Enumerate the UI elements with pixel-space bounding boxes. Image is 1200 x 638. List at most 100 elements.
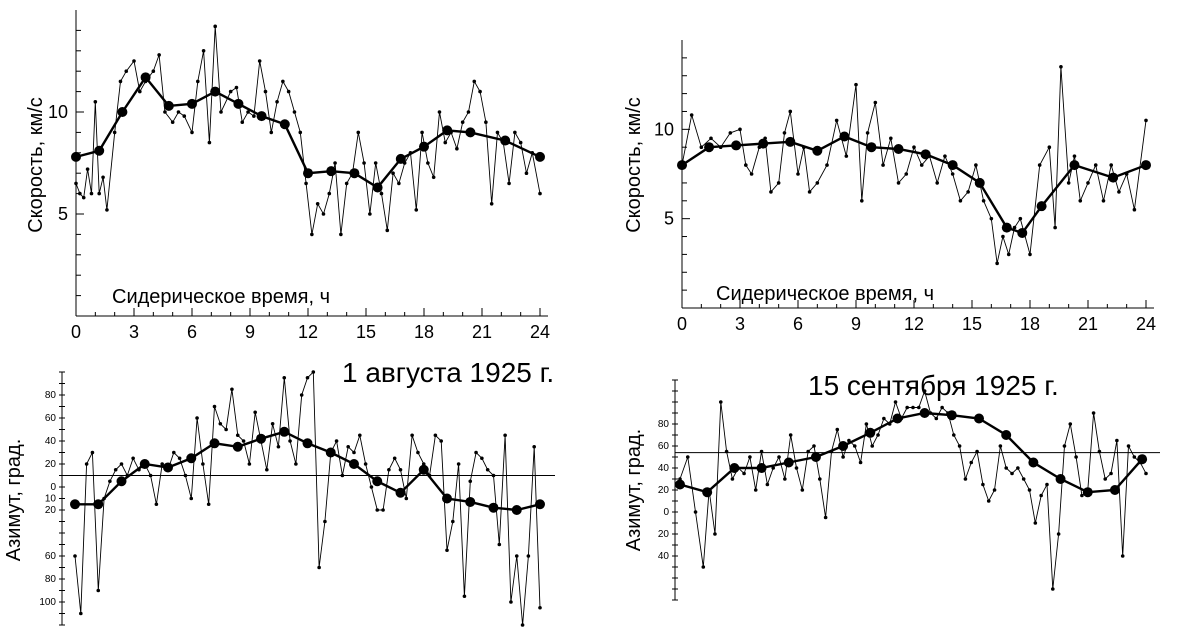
raw-point [416, 450, 420, 455]
raw-point [865, 131, 870, 135]
raw-point [201, 462, 205, 466]
raw-point [728, 131, 733, 135]
x-axis-label: Сидерическое время, ч [112, 286, 330, 308]
raw-point [275, 100, 279, 104]
mean-point [783, 457, 794, 468]
y-tick-label: 10 [48, 102, 68, 122]
raw-point [462, 594, 467, 599]
raw-point [151, 69, 156, 73]
raw-point [896, 181, 901, 185]
raw-point [904, 172, 909, 176]
mean-point [919, 408, 930, 418]
raw-point [514, 554, 519, 558]
raw-point [113, 467, 118, 472]
mean-point [838, 441, 849, 451]
raw-point [1120, 554, 1125, 558]
y-tick-label: 20 [45, 505, 57, 516]
raw-point [1109, 471, 1113, 476]
y-tick-label: 60 [45, 551, 57, 562]
mean-point [974, 413, 985, 424]
mean-point [71, 151, 81, 162]
raw-point [788, 433, 793, 437]
raw-point [788, 109, 793, 114]
raw-point [305, 375, 310, 380]
raw-point [730, 477, 735, 481]
raw-point [478, 89, 482, 94]
raw-point [841, 455, 845, 459]
mean-point [731, 140, 742, 151]
raw-point [334, 439, 339, 443]
raw-point [398, 467, 403, 472]
x-tick-label: 6 [187, 322, 197, 342]
raw-point [304, 181, 308, 186]
raw-point [919, 163, 924, 167]
mean-point [1108, 172, 1119, 183]
raw-point [1117, 190, 1121, 194]
raw-point [201, 49, 206, 53]
mean-point [419, 141, 429, 152]
raw-point [485, 467, 490, 472]
mean-point [511, 505, 522, 515]
mean-point [1017, 227, 1028, 238]
y-axis-label: Азимут, град. [623, 429, 645, 551]
raw-point [881, 163, 885, 167]
raw-point [182, 114, 187, 118]
mean-point [209, 438, 220, 449]
raw-point [294, 462, 298, 466]
raw-point [1018, 216, 1023, 221]
raw-point [738, 127, 742, 132]
raw-point [1132, 207, 1137, 212]
raw-point [1126, 444, 1131, 448]
x-tick-label: 21 [1078, 314, 1098, 334]
raw-point [177, 456, 182, 461]
raw-point [1004, 466, 1008, 470]
raw-point [131, 456, 135, 461]
raw-point [474, 450, 478, 455]
raw-point [912, 145, 916, 149]
raw-point [873, 100, 878, 105]
raw-point [701, 565, 706, 569]
raw-point [97, 191, 101, 196]
raw-point [507, 181, 511, 186]
raw-point [943, 154, 947, 158]
raw-point [340, 473, 345, 478]
raw-point [858, 460, 863, 465]
raw-point [132, 59, 136, 63]
raw-point [509, 600, 513, 604]
raw-point [310, 232, 314, 237]
raw-point [451, 519, 455, 524]
x-axis-label: Сидерическое время, ч [716, 283, 934, 305]
mean-point [785, 136, 796, 147]
raw-point [1012, 225, 1017, 230]
raw-point [765, 482, 770, 487]
raw-point [89, 191, 94, 196]
raw-point [392, 456, 397, 461]
raw-point [825, 163, 829, 167]
y-tick-label: 10 [45, 494, 57, 505]
raw-point [1021, 477, 1026, 481]
raw-point [992, 488, 997, 492]
mean-point [946, 410, 957, 421]
y-tick-label: 40 [658, 463, 670, 474]
raw-point [718, 400, 723, 404]
raw-point [491, 473, 496, 478]
raw-point [806, 449, 810, 454]
raw-point [520, 623, 525, 627]
raw-point [138, 89, 142, 94]
raw-point [78, 191, 82, 196]
raw-series-line [679, 389, 1147, 590]
raw-point [74, 181, 78, 186]
mean-point [704, 142, 715, 153]
raw-point [935, 181, 939, 185]
raw-point [108, 479, 112, 484]
x-tick-label: 15 [962, 314, 982, 334]
mean-point [677, 160, 687, 171]
raw-point [270, 421, 275, 426]
x-tick-label: 15 [356, 322, 376, 342]
raw-point [323, 519, 327, 524]
y-tick-label: 5 [664, 209, 674, 229]
mean-point [186, 453, 197, 464]
mean-point [163, 462, 173, 473]
mean-point [349, 168, 360, 179]
